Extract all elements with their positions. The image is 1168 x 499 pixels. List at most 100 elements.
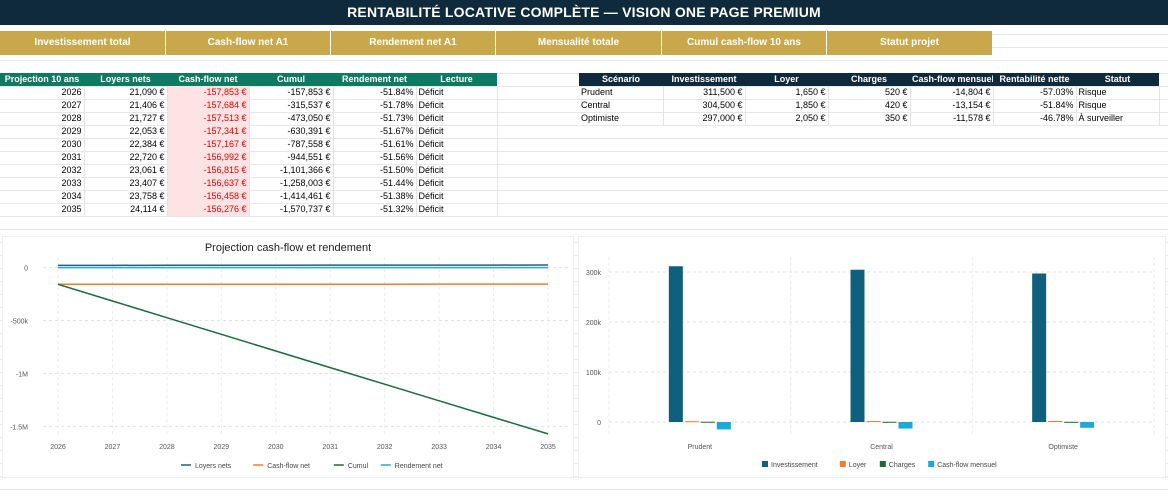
col-header[interactable]: Charges [828,73,910,86]
table-cell[interactable]: 2027 [0,99,85,112]
table-cell[interactable]: Déficit [416,203,498,216]
table-cell[interactable]: -630,391 € [249,125,334,138]
table-cell[interactable]: Optimiste [579,112,664,125]
table-cell[interactable]: -1,570,737 € [249,203,334,216]
table-cell[interactable]: 2029 [0,125,85,138]
col-header[interactable]: Loyer [745,73,828,86]
table-cell[interactable]: -51.44% [333,177,417,190]
table-cell[interactable]: -156,992 € [167,151,250,164]
table-cell[interactable]: 311,500 € [663,86,746,99]
table-cell[interactable]: -156,458 € [167,190,250,203]
table-cell[interactable]: 297,000 € [663,112,746,125]
table-cell[interactable]: -51.73% [333,112,417,125]
table-cell[interactable]: Déficit [416,138,498,151]
table-cell[interactable]: 23,061 € [84,164,168,177]
table-cell[interactable]: 23,407 € [84,177,168,190]
table-cell[interactable]: 1,650 € [745,86,829,99]
table-cell[interactable]: -156,637 € [167,177,250,190]
table-cell[interactable]: Risque [1076,99,1160,112]
table-cell[interactable]: Déficit [416,125,498,138]
kpi-cash-flow-net-a1[interactable]: Cash-flow net A1 [166,31,330,55]
table-cell[interactable]: -57.03% [993,86,1077,99]
kpi-rendement-net-a1[interactable]: Rendement net A1 [331,31,495,55]
table-cell[interactable]: Déficit [416,151,498,164]
table-cell[interactable]: Déficit [416,99,498,112]
table-cell[interactable]: 23,758 € [84,190,168,203]
table-cell[interactable]: -51.78% [333,99,417,112]
table-cell[interactable]: 2,050 € [745,112,829,125]
table-cell[interactable]: Central [579,99,664,112]
table-cell[interactable]: 304,500 € [663,99,746,112]
table-cell[interactable]: -157,853 € [249,86,334,99]
table-cell[interactable]: -944,551 € [249,151,334,164]
table-cell[interactable]: -1,414,461 € [249,190,334,203]
col-header[interactable]: Loyers nets [84,73,167,86]
table-cell[interactable]: -157,513 € [167,112,250,125]
table-cell[interactable]: 24,114 € [84,203,168,216]
col-header[interactable]: Lecture [416,73,497,86]
table-cell[interactable]: 21,090 € [84,86,168,99]
kpi-mensualite-totale[interactable]: Mensualité totale [496,31,661,55]
table-cell[interactable]: 420 € [828,99,911,112]
table-cell[interactable]: 22,053 € [84,125,168,138]
table-cell[interactable]: 2035 [0,203,85,216]
kpi-statut-projet[interactable]: Statut projet [827,31,992,55]
table-cell[interactable]: -51.84% [993,99,1077,112]
col-header[interactable]: Rendement net [333,73,416,86]
table-cell[interactable]: Risque [1076,86,1160,99]
table-cell[interactable]: Déficit [416,177,498,190]
col-header[interactable]: Statut [1076,73,1159,86]
table-cell[interactable]: -157,684 € [167,99,250,112]
table-cell[interactable]: -1,258,003 € [249,177,334,190]
table-cell[interactable]: 22,720 € [84,151,168,164]
table-cell[interactable]: 2028 [0,112,85,125]
table-cell[interactable]: -157,341 € [167,125,250,138]
table-cell[interactable]: -156,276 € [167,203,250,216]
col-header[interactable]: Cash-flow mensuel [910,73,993,86]
col-header[interactable]: Cash-flow net [167,73,249,86]
table-cell[interactable]: -315,537 € [249,99,334,112]
table-cell[interactable]: -13,154 € [910,99,994,112]
table-cell[interactable]: -51.50% [333,164,417,177]
col-header[interactable]: Rentabilité nette [993,73,1076,86]
table-cell[interactable]: 2031 [0,151,85,164]
table-cell[interactable]: -156,815 € [167,164,250,177]
table-cell[interactable]: Déficit [416,164,498,177]
table-cell[interactable]: Déficit [416,86,498,99]
table-cell[interactable]: -51.32% [333,203,417,216]
table-cell[interactable]: -787,558 € [249,138,334,151]
table-cell[interactable]: -51.38% [333,190,417,203]
table-cell[interactable]: 2033 [0,177,85,190]
table-cell[interactable]: À surveiller [1076,112,1160,125]
table-cell[interactable]: 22,384 € [84,138,168,151]
table-cell[interactable]: -46.78% [993,112,1077,125]
table-cell[interactable]: 21,406 € [84,99,168,112]
bar-chart-panel[interactable]: 0 100k 200k 300k Prudent Central Optimiste Inve… [578,236,1166,478]
table-cell[interactable]: 21,727 € [84,112,168,125]
kpi-investissement-total[interactable]: Investissement total [0,31,165,55]
table-cell[interactable]: -11,578 € [910,112,994,125]
table-cell[interactable]: 2032 [0,164,85,177]
table-cell[interactable]: 1,850 € [745,99,829,112]
table-cell[interactable]: 2034 [0,190,85,203]
table-cell[interactable]: 2026 [0,86,85,99]
table-cell[interactable]: -157,853 € [167,86,250,99]
table-cell[interactable]: Déficit [416,190,498,203]
table-cell[interactable]: -51.84% [333,86,417,99]
table-cell[interactable]: -473,050 € [249,112,334,125]
table-cell[interactable]: Prudent [579,86,664,99]
col-header[interactable]: Scénario [579,73,663,86]
table-cell[interactable]: Déficit [416,112,498,125]
col-header[interactable]: Cumul [249,73,333,86]
line-chart-panel[interactable]: Projection cash-flow et rendement 0 -500k -… [2,236,574,478]
table-cell[interactable]: 2030 [0,138,85,151]
table-cell[interactable]: -51.67% [333,125,417,138]
table-cell[interactable]: -51.56% [333,151,417,164]
table-cell[interactable]: 520 € [828,86,911,99]
col-header[interactable]: Projection 10 ans [0,73,84,86]
table-cell[interactable]: -1,101,366 € [249,164,334,177]
table-cell[interactable]: -51.61% [333,138,417,151]
kpi-cumul-cash-flow[interactable]: Cumul cash-flow 10 ans [662,31,826,55]
col-header[interactable]: Investissement [663,73,745,86]
table-cell[interactable]: -157,167 € [167,138,250,151]
